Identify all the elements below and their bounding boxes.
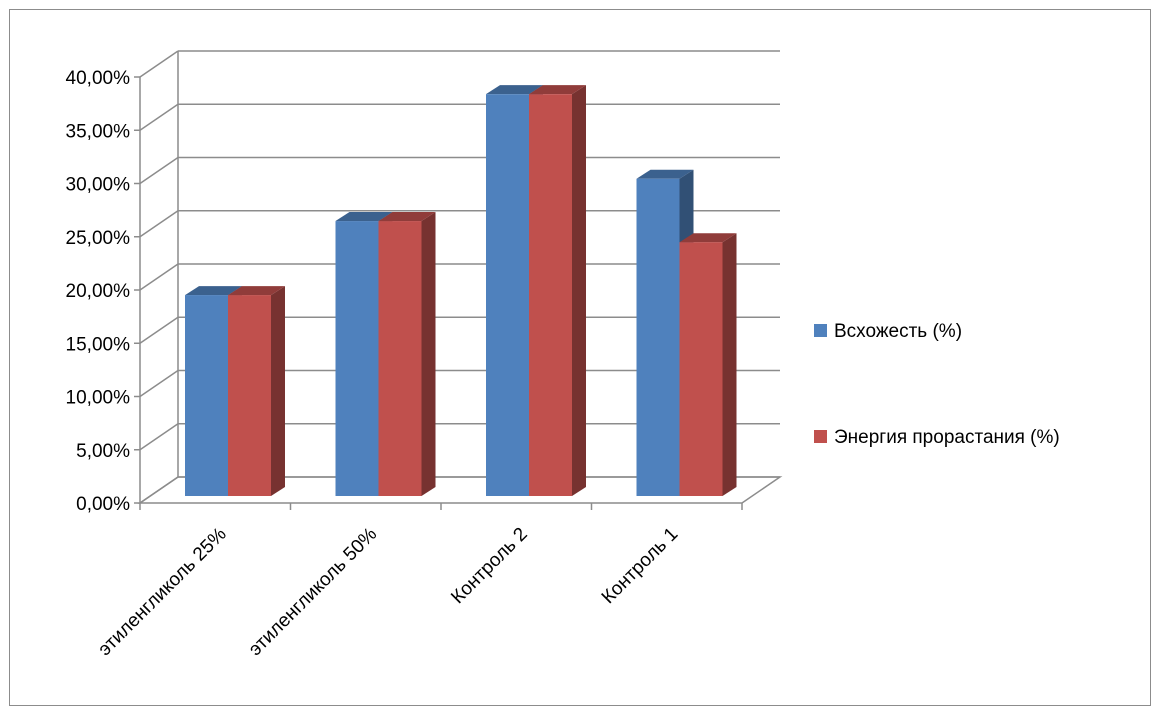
bar (185, 295, 228, 496)
x-category-label: этиленгликоль 50% (245, 524, 381, 660)
gridline-diagonal (139, 103, 179, 131)
bar (378, 221, 422, 497)
gridline-diagonal (139, 423, 179, 451)
y-tick-label: 0,00% (76, 494, 130, 515)
y-tick-label: 25,00% (66, 228, 131, 249)
bar-top (228, 286, 285, 296)
bar-top (378, 212, 436, 222)
y-tick-label: 35,00% (66, 121, 131, 142)
x-category-label: Контроль 1 (598, 524, 682, 608)
bar (335, 221, 379, 497)
legend-swatch (814, 324, 827, 337)
bar-side (572, 85, 586, 497)
y-tick-label: 5,00% (76, 441, 130, 462)
bar (529, 94, 572, 497)
legend-label: Всхожесть (%) (834, 321, 962, 342)
y-tick-label: 20,00% (66, 281, 131, 302)
gridline-diagonal (139, 369, 179, 398)
y-tick-label: 10,00% (66, 388, 131, 409)
gridline-diagonal (139, 210, 179, 238)
y-tick-label: 15,00% (66, 334, 131, 355)
bar-top (185, 286, 242, 296)
gridline-diagonal (139, 156, 179, 185)
bar (679, 242, 723, 496)
y-tick-label: 30,00% (66, 175, 131, 196)
bar (636, 178, 680, 496)
gridline-diagonal (139, 316, 179, 344)
bar-side (722, 233, 737, 496)
y-tick-label: 40,00% (66, 68, 131, 89)
gridline-diagonal (139, 263, 179, 291)
gridline-diagonal (139, 476, 179, 504)
legend-label: Энергия прорастания (%) (834, 427, 1060, 448)
x-category-label: этиленгликоль 25% (94, 524, 230, 660)
bar-top (679, 233, 737, 243)
bar-top (486, 85, 543, 95)
legend-swatch (814, 430, 827, 443)
bar-top (529, 85, 586, 95)
bar-top (636, 169, 694, 179)
x-category-label: Контроль 2 (447, 524, 531, 608)
gridline-diagonal (139, 50, 179, 78)
bar-top (335, 212, 393, 222)
bar (228, 295, 271, 496)
bar-side (271, 286, 285, 496)
bar-side (421, 212, 436, 497)
bar (486, 94, 529, 497)
